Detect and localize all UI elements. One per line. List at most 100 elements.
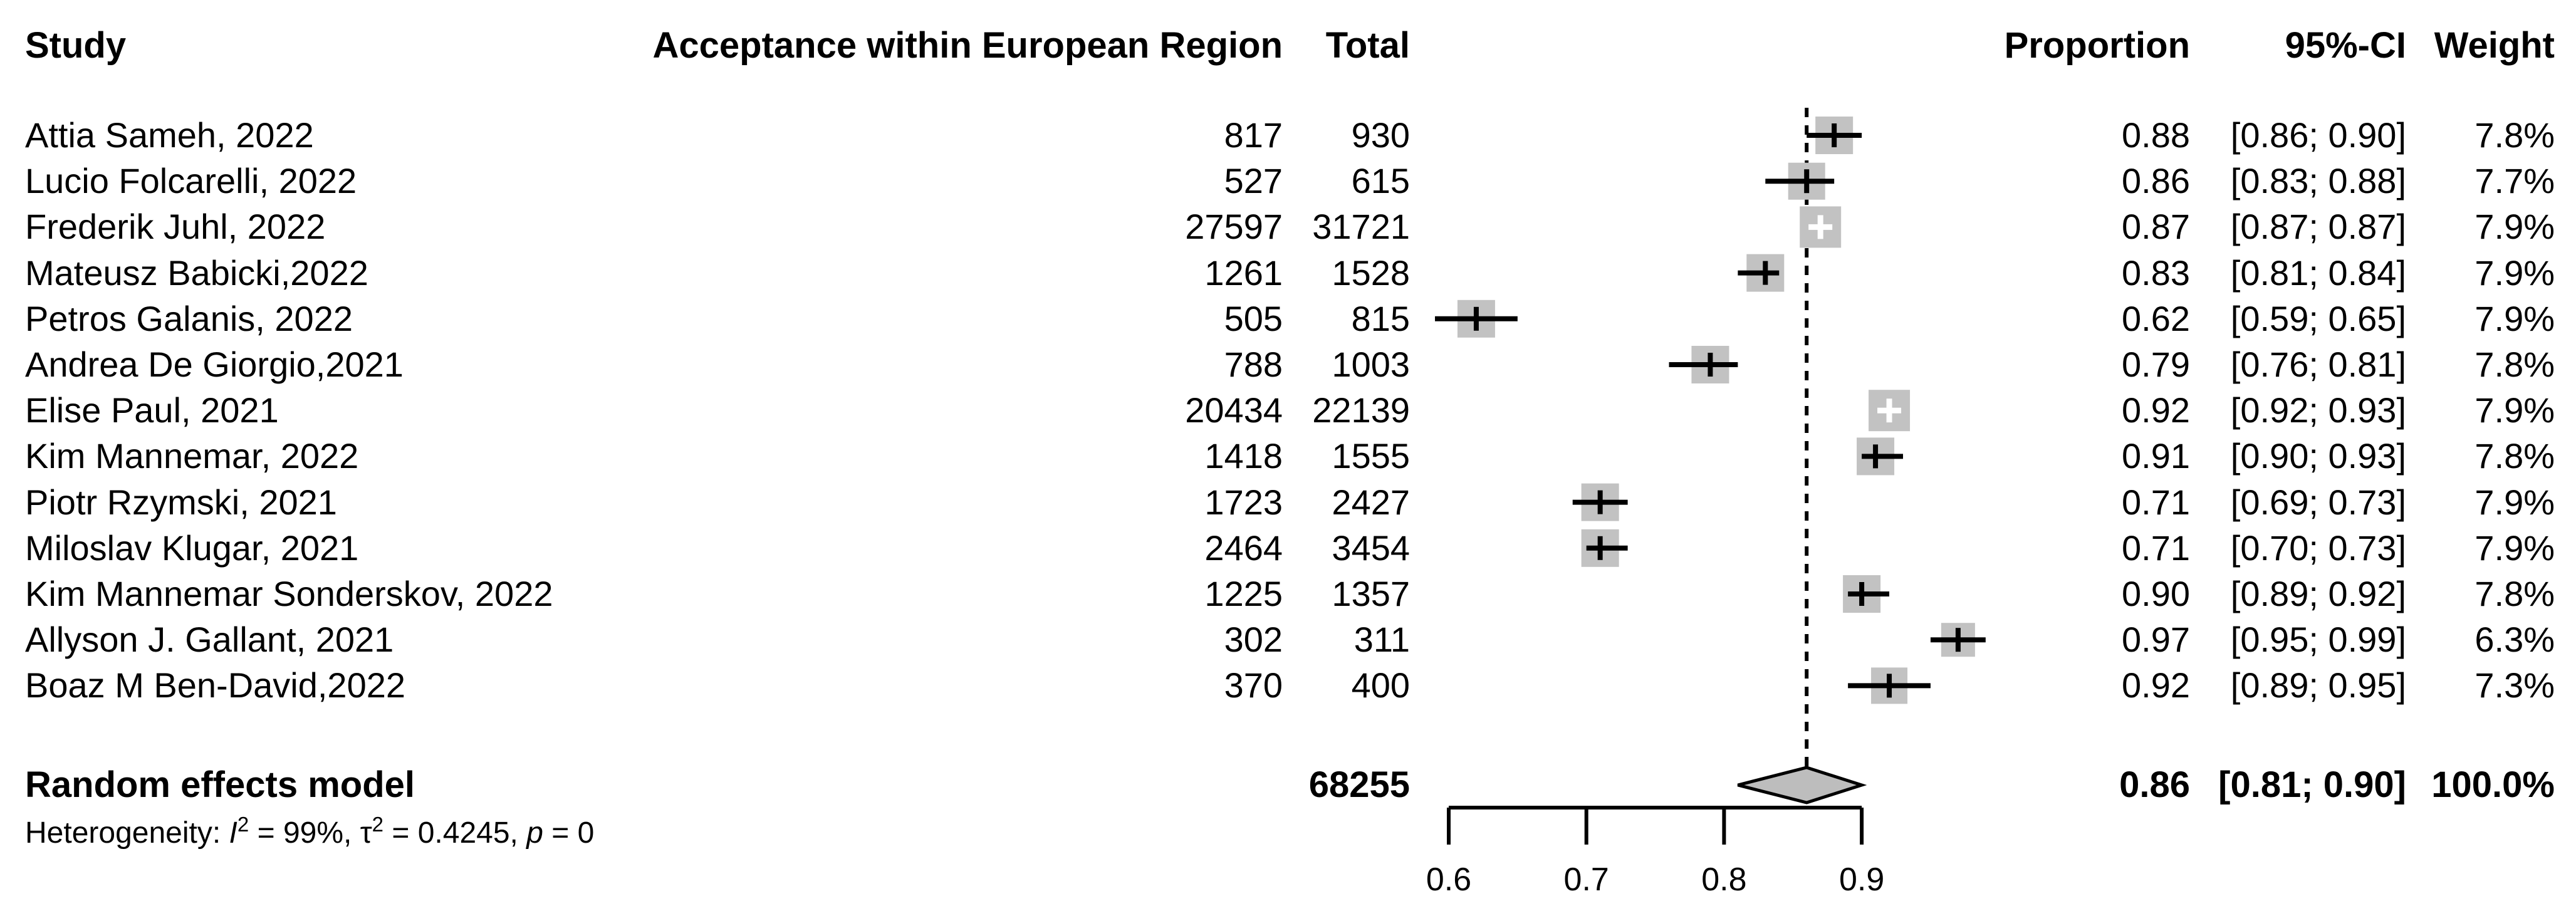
point-estimate-tick (1887, 674, 1892, 698)
proportion-value: 0.87 (2122, 207, 2190, 246)
ci-value: [0.95; 0.99] (2230, 620, 2406, 659)
weight-value: 7.9% (2474, 299, 2555, 338)
proportion-value: 0.83 (2122, 253, 2190, 293)
ci-column-header: 95%-CI (2285, 25, 2406, 66)
point-estimate-tick (1597, 536, 1603, 560)
point-estimate-tick (1955, 628, 1961, 652)
pooled-weight-value: 100.0% (2431, 764, 2555, 805)
weight-value: 7.9% (2474, 482, 2555, 522)
total-value: 1357 (1332, 574, 1410, 613)
point-estimate-tick (1832, 123, 1837, 147)
total-value: 1555 (1332, 436, 1410, 476)
proportion-value: 0.90 (2122, 574, 2190, 613)
tau-squared-exponent: 2 (372, 813, 384, 836)
total-value: 31721 (1312, 207, 1410, 246)
ci-value: [0.86; 0.90] (2230, 115, 2406, 155)
study-name: Kim Mannemar Sonderskov, 2022 (25, 574, 553, 613)
weight-value: 7.9% (2474, 528, 2555, 568)
heterogeneity-prefix: Heterogeneity: (25, 816, 229, 850)
plus-marker-horizontal (1877, 407, 1902, 414)
study-name: Lucio Folcarelli, 2022 (25, 161, 357, 200)
ci-value: [0.81; 0.84] (2230, 253, 2406, 293)
study-name: Frederik Juhl, 2022 (25, 207, 326, 246)
study-name: Kim Mannemar, 2022 (25, 436, 359, 476)
proportion-value: 0.88 (2122, 115, 2190, 155)
weight-value: 7.3% (2474, 665, 2555, 705)
ci-value: [0.70; 0.73] (2230, 528, 2406, 568)
ci-value: [0.89; 0.95] (2230, 665, 2406, 705)
ci-value: [0.69; 0.73] (2230, 482, 2406, 522)
pooled-model-label: Random effects model (25, 764, 415, 805)
weight-value: 7.9% (2474, 207, 2555, 246)
weight-value: 7.8% (2474, 345, 2555, 384)
i-squared-value: = 99%, (249, 816, 360, 850)
events-value: 1418 (1204, 436, 1283, 476)
events-value: 1723 (1204, 482, 1283, 522)
ci-value: [0.76; 0.81] (2230, 345, 2406, 384)
weight-value: 7.9% (2474, 253, 2555, 293)
proportion-value: 0.91 (2122, 436, 2190, 476)
x-axis-tick-label: 0.9 (1838, 862, 1885, 898)
heterogeneity-text: Heterogeneity: I2 = 99%, τ2 = 0.4245, p … (25, 814, 595, 850)
events-value: 505 (1224, 299, 1283, 338)
p-value: = 0 (543, 816, 595, 850)
events-value: 527 (1224, 161, 1283, 200)
study-name: Petros Galanis, 2022 (25, 299, 353, 338)
weight-value: 7.9% (2474, 390, 2555, 430)
total-value: 1003 (1332, 345, 1410, 384)
study-name: Piotr Rzymski, 2021 (25, 482, 337, 522)
events-value: 817 (1224, 115, 1283, 155)
point-estimate-tick (1873, 444, 1879, 469)
ci-value: [0.89; 0.92] (2230, 574, 2406, 613)
i-squared-exponent: 2 (237, 813, 249, 836)
total-value: 22139 (1312, 390, 1410, 430)
pooled-total-value: 68255 (1308, 764, 1410, 805)
ci-value: [0.92; 0.93] (2230, 390, 2406, 430)
study-name: Mateusz Babicki,2022 (25, 253, 368, 293)
proportion-column-header: Proportion (2004, 25, 2190, 66)
tau-squared-value: = 0.4245, (383, 816, 527, 850)
proportion-value: 0.71 (2122, 482, 2190, 522)
x-axis-tick-label: 0.8 (1701, 862, 1747, 898)
ci-value: [0.83; 0.88] (2230, 161, 2406, 200)
events-value: 27597 (1185, 207, 1283, 246)
total-value: 1528 (1332, 253, 1410, 293)
proportion-value: 0.62 (2122, 299, 2190, 338)
ci-value: [0.59; 0.65] (2230, 299, 2406, 338)
total-value: 311 (1353, 620, 1410, 659)
x-axis-tick-label: 0.7 (1563, 862, 1609, 898)
study-column-header: Study (25, 25, 127, 66)
total-value: 615 (1351, 161, 1410, 200)
point-estimate-tick (1597, 490, 1603, 514)
proportion-value: 0.71 (2122, 528, 2190, 568)
events-value: 302 (1224, 620, 1283, 659)
weight-value: 7.8% (2474, 574, 2555, 613)
total-value: 815 (1351, 299, 1410, 338)
events-value: 1261 (1204, 253, 1283, 293)
point-estimate-tick (1763, 261, 1768, 285)
total-column-header: Total (1325, 25, 1410, 66)
p-symbol: p (526, 816, 543, 850)
weight-value: 7.8% (2474, 436, 2555, 476)
point-estimate-tick (1859, 582, 1865, 606)
proportion-value: 0.92 (2122, 665, 2190, 705)
pooled-diamond (1737, 766, 1867, 804)
study-name: Boaz M Ben-David,2022 (25, 665, 406, 705)
proportion-value: 0.92 (2122, 390, 2190, 430)
study-name: Attia Sameh, 2022 (25, 115, 314, 155)
ci-value: [0.90; 0.93] (2230, 436, 2406, 476)
weight-column-header: Weight (2434, 25, 2555, 66)
weight-value: 7.7% (2474, 161, 2555, 200)
total-value: 400 (1351, 665, 1410, 705)
i-squared-symbol: I (229, 816, 237, 850)
events-value: 2464 (1204, 528, 1283, 568)
events-value: 1225 (1204, 574, 1283, 613)
events-value: 370 (1224, 665, 1283, 705)
weight-value: 6.3% (2474, 620, 2555, 659)
events-value: 20434 (1185, 390, 1283, 430)
tau-squared-symbol: τ (360, 816, 372, 850)
total-value: 930 (1351, 115, 1410, 155)
proportion-value: 0.79 (2122, 345, 2190, 384)
study-name: Andrea De Giorgio,2021 (25, 345, 404, 384)
proportion-value: 0.86 (2122, 161, 2190, 200)
